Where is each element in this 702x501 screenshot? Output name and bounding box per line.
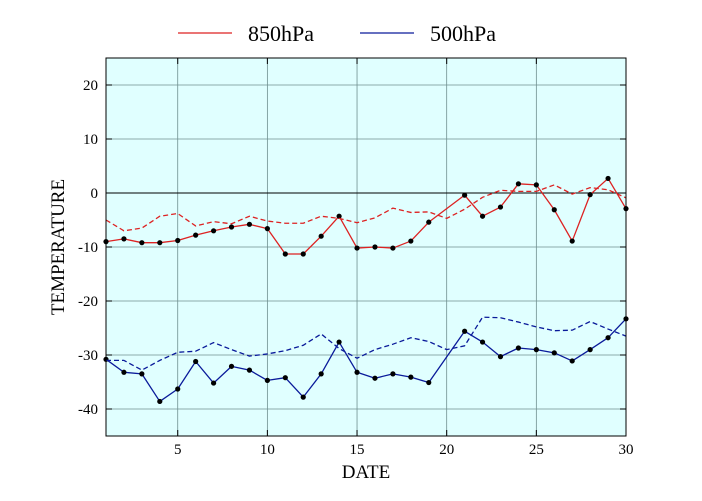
data-point-500hPa (121, 369, 127, 375)
series-line-850hPa-dashed (105, 184, 627, 232)
data-point-850hPa (462, 192, 468, 198)
x-tick-label: 5 (174, 442, 182, 458)
data-point-500hPa (336, 339, 342, 345)
ticks: 5 10 15 20 25 30 20 10 0 -10 -20 -30 -40 (78, 58, 634, 458)
data-point-500hPa (175, 386, 181, 392)
data-point-500hPa (479, 339, 486, 345)
series-line-500hPa-dashed (106, 316, 627, 371)
data-point-500hPa (193, 358, 199, 365)
data-point-500hPa (318, 371, 324, 377)
data-point-850hPa (605, 175, 611, 182)
legend-label-500hPa: 500hPa (430, 21, 496, 46)
data-point-850hPa (175, 237, 181, 244)
x-axis-title: DATE (342, 462, 391, 483)
data-point-500hPa (569, 358, 575, 364)
data-point-850hPa (426, 219, 432, 225)
data-point-850hPa (587, 192, 593, 198)
data-point-500hPa (390, 371, 396, 377)
x-tick-label: 15 (350, 442, 365, 458)
y-axis-title: TEMPERATURE (48, 179, 69, 315)
data-point-850hPa (300, 251, 306, 257)
data-point-500hPa (587, 347, 593, 353)
y-tick-label: -30 (78, 348, 98, 364)
series-layer (103, 175, 629, 405)
legend: 850hPa 500hPa (178, 21, 496, 46)
y-tick-label: -10 (78, 240, 98, 256)
data-point-500hPa (228, 363, 235, 369)
data-point-850hPa (390, 245, 396, 251)
data-point-850hPa (139, 240, 145, 246)
data-point-850hPa (515, 181, 522, 187)
data-point-850hPa (533, 182, 539, 188)
data-point-850hPa (354, 245, 360, 251)
data-point-500hPa (246, 367, 253, 373)
data-point-500hPa (497, 354, 504, 360)
data-point-500hPa (210, 380, 217, 386)
data-point-500hPa (462, 328, 468, 334)
data-point-500hPa (354, 369, 360, 375)
data-point-850hPa (408, 238, 414, 244)
data-point-850hPa (193, 232, 199, 238)
data-point-850hPa (157, 240, 163, 246)
data-point-500hPa (300, 394, 306, 400)
data-point-500hPa (605, 335, 611, 341)
data-point-500hPa (372, 375, 378, 381)
y-tick-label: -20 (78, 294, 98, 310)
data-point-500hPa (426, 379, 432, 386)
data-point-850hPa (264, 226, 270, 232)
data-point-500hPa (282, 375, 288, 381)
data-point-850hPa (372, 244, 378, 250)
data-point-500hPa (264, 377, 270, 383)
y-tick-label: 0 (91, 186, 99, 202)
data-point-850hPa (318, 233, 324, 239)
data-point-850hPa (121, 236, 127, 242)
data-point-500hPa (139, 371, 145, 377)
data-point-850hPa (228, 224, 235, 230)
x-tick-label: 20 (439, 442, 454, 458)
y-tick-label: 10 (83, 132, 98, 148)
x-tick-label: 10 (260, 442, 275, 458)
data-point-850hPa (497, 204, 504, 210)
data-point-500hPa (533, 347, 539, 353)
x-tick-label: 30 (619, 442, 634, 458)
x-tick-label: 25 (529, 442, 544, 458)
data-point-500hPa (408, 374, 414, 380)
legend-label-850hPa: 850hPa (248, 21, 314, 46)
data-point-850hPa (569, 238, 575, 244)
data-point-500hPa (551, 350, 557, 356)
data-point-850hPa (246, 221, 253, 227)
data-point-850hPa (479, 213, 486, 219)
y-tick-label: -40 (78, 402, 98, 418)
data-point-850hPa (210, 228, 217, 234)
data-point-500hPa (157, 398, 163, 405)
data-point-850hPa (551, 207, 557, 213)
data-point-850hPa (282, 251, 288, 257)
y-tick-label: 20 (83, 78, 98, 94)
data-point-850hPa (336, 213, 342, 219)
data-point-500hPa (515, 345, 522, 351)
